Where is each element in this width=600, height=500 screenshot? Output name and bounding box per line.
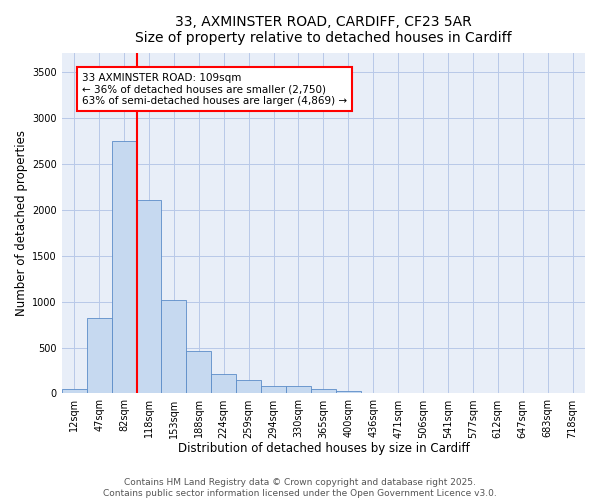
- Bar: [211, 374, 236, 394]
- Y-axis label: Number of detached properties: Number of detached properties: [15, 130, 28, 316]
- Text: 33 AXMINSTER ROAD: 109sqm
← 36% of detached houses are smaller (2,750)
63% of se: 33 AXMINSTER ROAD: 109sqm ← 36% of detac…: [82, 72, 347, 106]
- Title: 33, AXMINSTER ROAD, CARDIFF, CF23 5AR
Size of property relative to detached hous: 33, AXMINSTER ROAD, CARDIFF, CF23 5AR Si…: [135, 15, 512, 45]
- Bar: [86, 318, 112, 394]
- X-axis label: Distribution of detached houses by size in Cardiff: Distribution of detached houses by size …: [178, 442, 469, 455]
- Text: Contains HM Land Registry data © Crown copyright and database right 2025.
Contai: Contains HM Land Registry data © Crown c…: [103, 478, 497, 498]
- Bar: [137, 200, 161, 394]
- Bar: [286, 386, 311, 394]
- Bar: [236, 380, 261, 394]
- Bar: [187, 351, 211, 394]
- Bar: [112, 140, 137, 394]
- Bar: [311, 389, 336, 394]
- Bar: [261, 386, 286, 394]
- Bar: [336, 390, 361, 394]
- Bar: [62, 389, 86, 394]
- Bar: [161, 300, 187, 394]
